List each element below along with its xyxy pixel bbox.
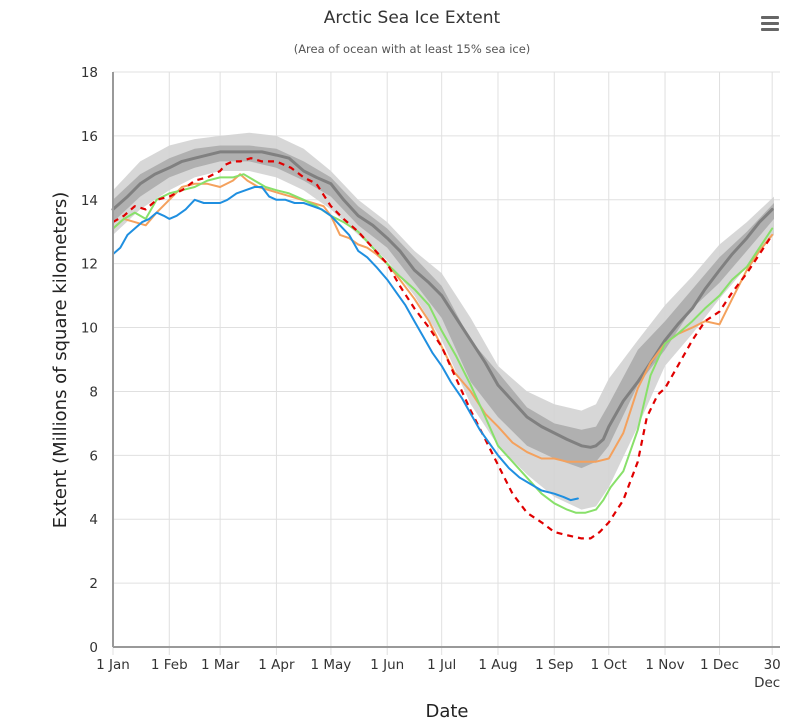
x-tick-label: 1 Dec [700,657,739,673]
chart-title: Arctic Sea Ice Extent [323,8,501,28]
y-tick-label: 6 [89,448,98,464]
x-tick-label: 1 Aug [478,657,517,673]
x-tick-label: 1 Mar [201,657,240,673]
x-tick-label: 1 May [311,657,352,673]
y-tick-label: 0 [89,640,98,656]
x-tick-label: 1 Feb [151,657,188,673]
x-tick-label: 1 Jul [427,657,456,673]
orange-year-line [112,173,774,463]
x-tick-label: 1 Oct [591,657,627,673]
y-tick-label: 2 [89,576,98,592]
record-low-year-line [112,157,774,540]
interquartile-range-band [113,145,774,469]
x-tick-label: 1 Sep [535,657,573,673]
hamburger-menu-icon[interactable] [759,14,781,34]
chart-subtitle: (Area of ocean with at least 15% sea ice… [293,42,531,56]
grid-layer [112,71,780,655]
x-tick-label: 1 Apr [258,657,295,673]
y-tick-label: 10 [81,321,98,337]
y-tick-label: 8 [89,384,98,400]
x-tick-label-line2: Dec [754,675,780,691]
menu-bar [761,16,779,19]
y-tick-label: 12 [81,257,98,273]
series-layer [111,150,774,540]
menu-bar [761,22,779,25]
x-tick-label: 30 [764,657,781,673]
x-axis-title: Date [425,701,468,719]
band-layer [113,132,774,510]
green-year-line [112,173,774,514]
x-tick-label: 1 Jun [370,657,404,673]
x-tick-label: 1 Nov [645,657,684,673]
current-year-line [112,186,579,502]
axis-layer: 0 2 4 6 8 10 12 14 16 18 1 Jan 1 Feb 1 Mar 1 Apr 1 May… [81,65,781,691]
y-tick-label: 18 [81,65,98,81]
y-axis-title: Extent (Millions of square kilometers) [50,192,71,529]
median-line [111,150,774,449]
x-tick-label: 1 Jan [96,657,130,673]
y-tick-label: 16 [81,129,98,145]
y-tick-label: 4 [89,512,98,528]
y-tick-label: 14 [81,193,98,209]
menu-bar [761,28,779,31]
